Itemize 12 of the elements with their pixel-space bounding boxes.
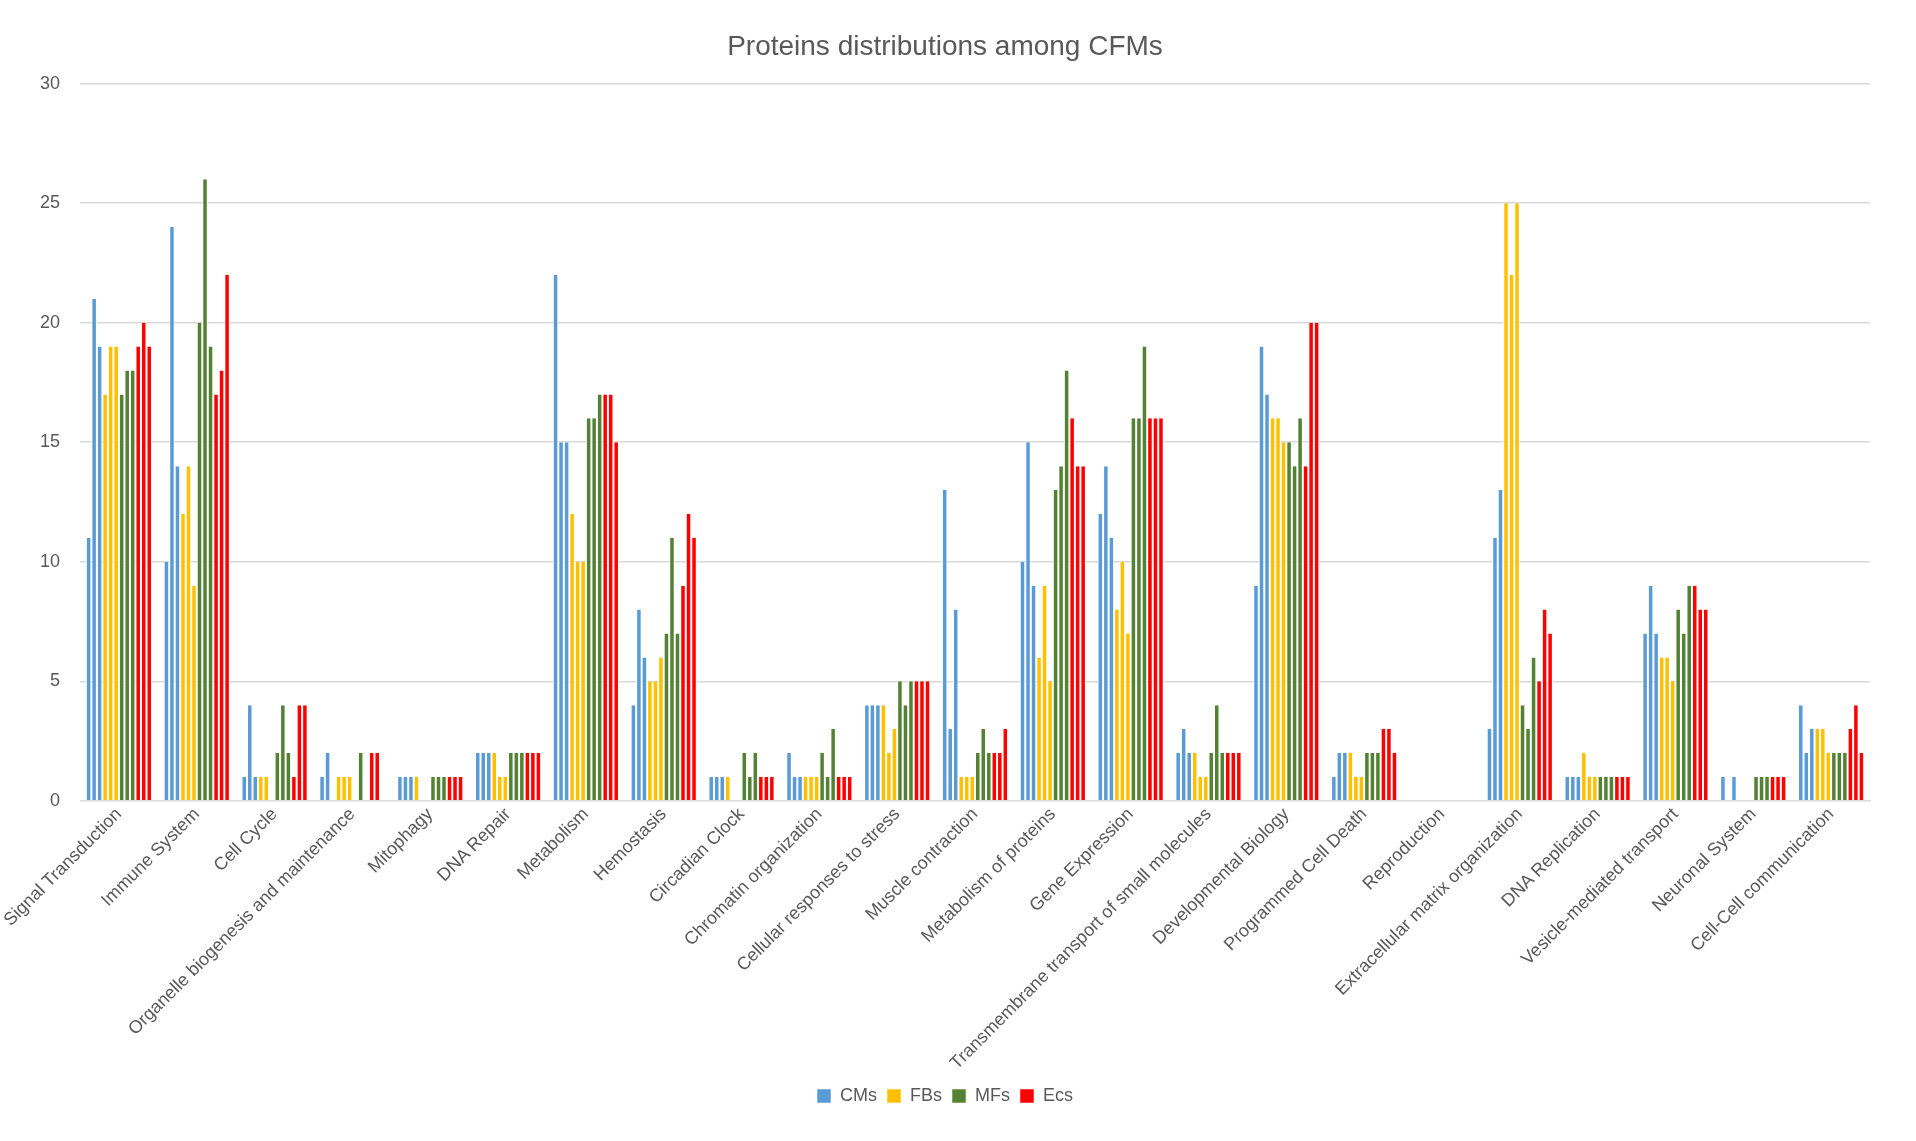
legend-label: CMs [840, 1084, 878, 1105]
y-tick-label: 15 [39, 431, 61, 452]
legend-label: FBs [910, 1084, 943, 1105]
y-tick-label: 25 [39, 192, 61, 213]
legend-label: MFs [975, 1084, 1010, 1105]
y-tick-label: 10 [39, 550, 61, 571]
y-tick-label: 0 [50, 789, 61, 810]
legend-label: Ecs [1042, 1084, 1073, 1105]
y-tick-label: 20 [39, 311, 61, 332]
y-tick-label: 30 [39, 72, 61, 93]
chart-title: Proteins distributions among CFMs [727, 29, 1163, 61]
y-tick-label: 5 [50, 670, 61, 691]
